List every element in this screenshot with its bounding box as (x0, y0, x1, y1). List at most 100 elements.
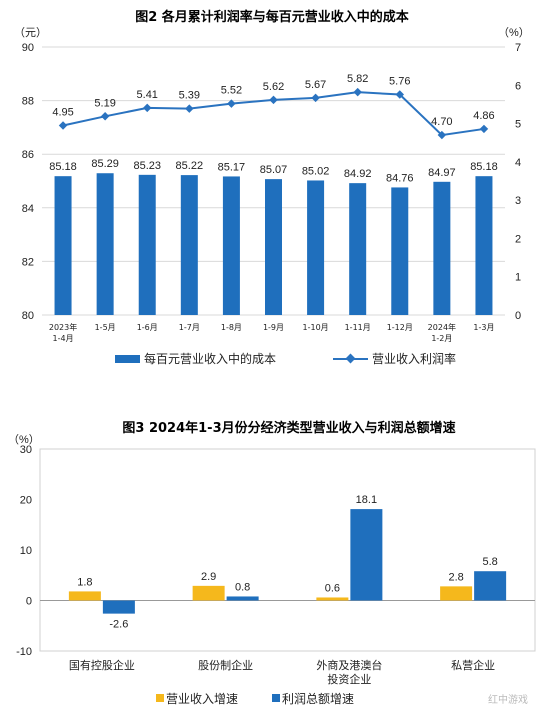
chart2-line-labels: 4.95 5.19 5.41 5.39 5.52 5.62 5.67 5.82 5.76 4.70… (52, 73, 494, 128)
chart3-category-label: 外商及港澳台 (316, 658, 382, 672)
chart3-revenue-bar (192, 585, 225, 601)
chart2-bar-label: 85.07 (260, 164, 288, 176)
chart2-category-label: 1-8月 (221, 323, 242, 332)
chart2-bar-label: 85.02 (302, 165, 330, 177)
chart3-tick-label: 20 (20, 495, 32, 507)
chart3-category-label: 股份制企业 (198, 658, 253, 672)
chart3-tick-label: 30 (20, 444, 32, 456)
chart3-category-label: 国有控股企业 (69, 658, 135, 672)
chart2-legend-line-marker (345, 353, 356, 364)
chart3-bar-label: 5.8 (482, 556, 497, 568)
chart2-bar (54, 176, 72, 315)
chart2-bar-label: 84.97 (428, 167, 456, 179)
chart3-bar-labels: 1.8 2.9 0.6 2.8 -2.6 0.8 18.1 5.8 (77, 494, 498, 631)
chart2-right-tick-label: 0 (515, 310, 521, 322)
chart2-bar (433, 181, 451, 315)
chart2-line-point (353, 87, 362, 97)
chart3-profit-bar (226, 596, 259, 601)
chart2-category-label: 1-2月 (431, 334, 452, 343)
chart2-category-label: 1-5月 (95, 323, 116, 332)
chart3-revenue-bar (440, 586, 473, 601)
chart2-legend: 每百元营业收入中的成本 营业收入利润率 (115, 351, 456, 366)
chart2-line-label: 5.39 (179, 90, 200, 102)
chart2-line-point (58, 121, 68, 130)
chart3-bar-label: 2.9 (201, 571, 216, 583)
chart2-line-point (437, 130, 447, 140)
chart2-left-tick-label: 82 (22, 256, 34, 268)
chart2-right-tick-label: 5 (515, 119, 521, 131)
chart2-line-label: 5.62 (263, 81, 284, 93)
chart2-bars (54, 173, 493, 315)
chart2-title: 图2 各月累计利润率与每百元营业收入中的成本 (135, 9, 409, 25)
chart2-category-label: 1-7月 (179, 323, 200, 332)
chart3-bar-label: 2.8 (448, 571, 463, 583)
chart3-profit-bar (350, 509, 383, 601)
chart3: 图3 2024年1-3月份分经济类型营业收入与利润总额增速 （%） -10 0 10… (8, 420, 536, 706)
chart2-line-point (269, 95, 278, 105)
chart2-right-tick-label: 3 (515, 195, 521, 207)
chart2-bar (222, 176, 240, 315)
chart2-line-point (395, 90, 405, 99)
chart2-category-label: 1-9月 (263, 323, 284, 332)
chart2-categories: 2023年 1-4月 1-5月 1-6月 1-7月 1-8月 1-9月 1-10月 1-11月 1… (49, 322, 495, 343)
chart2-line-label: 4.95 (52, 106, 73, 118)
chart2-left-tick-label: 88 (22, 96, 34, 108)
chart2-line-label: 5.52 (221, 85, 242, 97)
chart2-line (58, 87, 489, 140)
chart2-bar (391, 187, 409, 315)
chart3-bar-label: 0.8 (235, 581, 250, 593)
chart2-category-label: 2024年 (428, 322, 456, 332)
chart3-legend-revenue-label: 营业收入增速 (166, 692, 238, 706)
chart2-bar-label: 84.76 (386, 172, 414, 184)
chart3-bar-label: -2.6 (109, 619, 128, 631)
chart2-category-label: 1-6月 (137, 323, 158, 332)
chart2-category-label: 1-12月 (387, 323, 413, 332)
chart2-line-point (311, 93, 320, 103)
chart2-bar-label: 85.17 (218, 161, 246, 173)
chart2-legend-bar-swatch (115, 355, 140, 363)
chart3-legend-revenue-swatch (156, 694, 164, 702)
chart3-tick-label: 10 (20, 545, 32, 557)
chart2-right-tick-label: 4 (515, 157, 521, 169)
chart2-right-tick-label: 1 (515, 272, 521, 284)
chart3-plot-border (39, 448, 536, 652)
chart3-bar-label: 0.6 (325, 582, 340, 594)
chart2-left-unit: （元） (14, 26, 47, 39)
chart2-line-point (142, 103, 152, 113)
chart2-category-label: 1-3月 (473, 323, 494, 332)
chart2-right-tick-label: 2 (515, 233, 521, 245)
chart2-legend-bar-label: 每百元营业收入中的成本 (144, 351, 276, 366)
chart3-revenue-bar (68, 591, 101, 601)
chart2-line-point (479, 124, 489, 134)
chart3-profit-bar (102, 600, 135, 614)
chart2-line-label: 5.19 (94, 97, 115, 109)
chart2-line-label: 5.82 (347, 73, 368, 85)
chart2-bar (475, 176, 493, 315)
chart3-legend: 营业收入增速 利润总额增速 (156, 692, 354, 706)
chart2-bar (349, 183, 367, 315)
chart3-title: 图3 2024年1-3月份分经济类型营业收入与利润总额增速 (122, 420, 455, 436)
chart2-line-point (185, 104, 194, 113)
chart2-category-label: 1-11月 (345, 323, 371, 332)
chart2-bar-label: 85.29 (91, 158, 119, 170)
chart2-line-label: 4.70 (431, 116, 452, 128)
chart3-unit: （%） (8, 433, 40, 446)
chart3-bars (68, 509, 507, 614)
chart2-right-ticks: 0 1 2 3 4 5 6 7 (515, 42, 521, 322)
chart3-bar-label: 18.1 (356, 494, 377, 506)
chart2-bar-label: 85.23 (133, 160, 161, 172)
chart2-line-label: 4.86 (473, 110, 494, 122)
chart2-bar (138, 174, 156, 315)
chart2-left-tick-label: 80 (22, 310, 34, 322)
chart2-line-point (100, 112, 110, 121)
chart2-line-label: 5.67 (305, 79, 326, 91)
chart3-category-label: 投资企业 (327, 672, 371, 686)
chart2-bar-label: 85.18 (470, 161, 498, 173)
chart2: 图2 各月累计利润率与每百元营业收入中的成本 （元） （%） 808284868… (14, 9, 530, 366)
chart3-legend-profit-label: 利润总额增速 (282, 692, 354, 706)
chart2-left-tick-label: 84 (22, 203, 34, 215)
chart3-tick-label: 0 (26, 596, 32, 608)
chart2-left-tick-label: 86 (22, 149, 34, 161)
